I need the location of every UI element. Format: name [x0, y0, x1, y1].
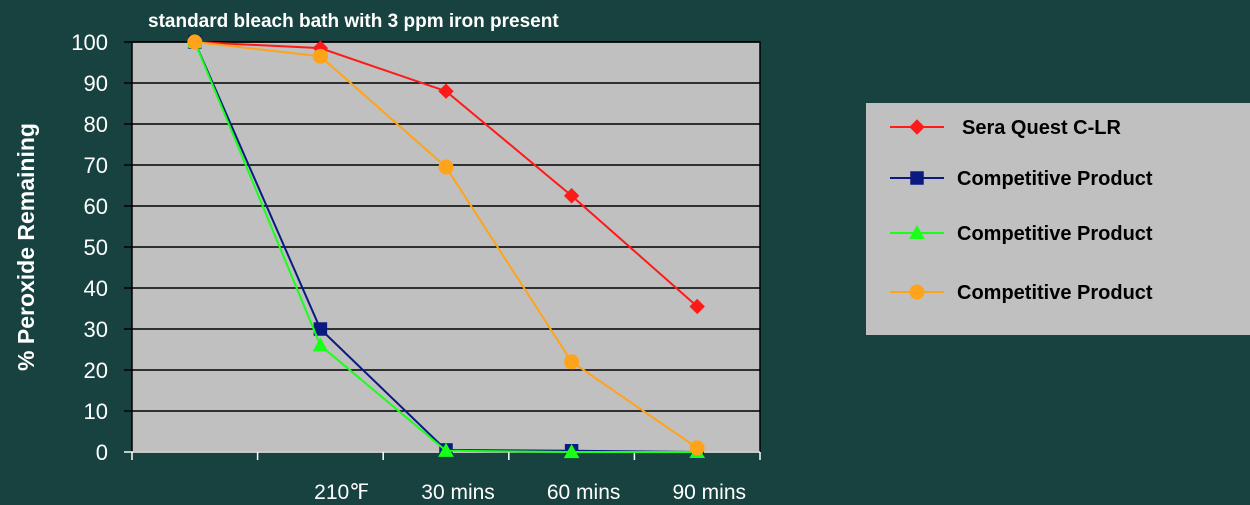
legend-entry-1: Sera Quest C-LR [890, 117, 1121, 139]
legend-entry-4: Competitive Product [890, 282, 1153, 304]
legend-marker [909, 284, 925, 300]
x-tick-label: 60 mins [547, 481, 621, 504]
y-tick-label: 80 [84, 112, 108, 137]
data-point [438, 159, 454, 175]
data-point [438, 83, 454, 99]
data-point [563, 443, 580, 459]
legend-marker [910, 171, 924, 185]
data-point [563, 188, 580, 204]
legend-marker [909, 224, 925, 240]
y-tick-label: 40 [84, 276, 108, 301]
data-point [564, 354, 580, 370]
chart-title: standard bleach bath with 3 ppm iron pre… [148, 11, 559, 32]
legend-label: Sera Quest C-LR [962, 117, 1121, 139]
x-tick-label: 210℉ [314, 481, 369, 504]
legend-entry-2: Competitive Product [890, 168, 1153, 190]
y-tick-label: 50 [84, 235, 108, 260]
x-tick-label: 90 mins [672, 481, 746, 504]
data-point [438, 442, 454, 457]
series-4 [187, 34, 705, 456]
legend-marker [909, 119, 925, 135]
series-layer [186, 33, 706, 459]
axes: 0 10 20 30 40 50 60 70 80 90 100 210℉ 30 mins 60 mins… [71, 30, 761, 504]
y-tick-label: 0 [96, 440, 108, 465]
y-axis-label: % Peroxide Remaining [13, 123, 39, 371]
y-tick-label: 20 [84, 358, 108, 383]
legend [866, 103, 1250, 335]
legend-entry-3: Competitive Product [890, 223, 1153, 245]
y-tick-label: 100 [71, 30, 108, 55]
y-tick-label: 30 [84, 317, 108, 342]
data-point [689, 298, 705, 315]
y-tick-label: 60 [84, 194, 108, 219]
y-tick-label: 90 [84, 71, 108, 96]
data-point [312, 337, 329, 352]
legend-entries: Sera Quest C-LR Competitive Product Compet… [890, 117, 1153, 304]
legend-label: Competitive Product [957, 282, 1153, 304]
data-point [689, 440, 705, 456]
y-tick-label: 10 [84, 399, 108, 424]
legend-label: Competitive Product [957, 223, 1153, 245]
data-point [187, 34, 203, 50]
y-tick-label: 70 [84, 153, 108, 178]
legend-label: Competitive Product [957, 168, 1153, 190]
x-tick-label: 30 mins [421, 481, 495, 504]
data-point [312, 48, 328, 64]
